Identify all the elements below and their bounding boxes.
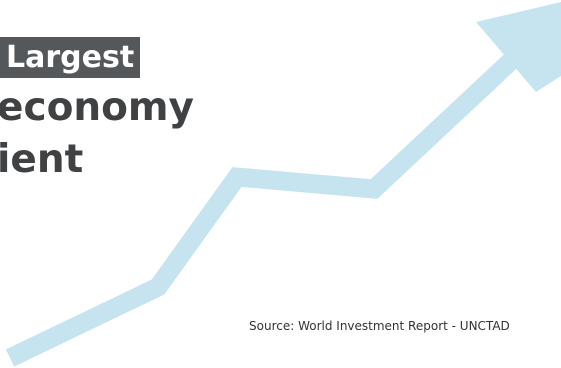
headline-economy-line: economy — [0, 86, 194, 130]
source-note: Source: World Investment Report - UNCTAD — [249, 317, 561, 335]
headline-largest-badge: Largest — [0, 37, 140, 78]
headline-fragment-line: ient — [0, 138, 83, 182]
